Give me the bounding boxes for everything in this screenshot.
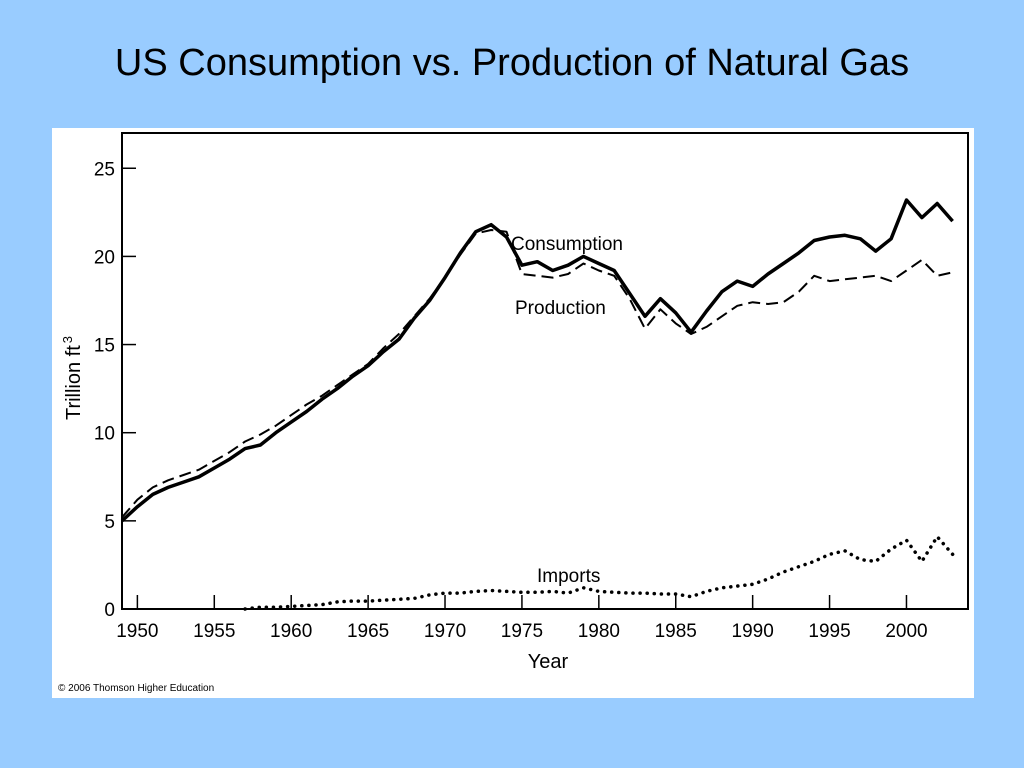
x-tick-label: 1985 bbox=[655, 621, 697, 642]
x-tick-label: 1960 bbox=[270, 621, 312, 642]
x-tick-label: 1965 bbox=[347, 621, 389, 642]
x-tick-label: 2000 bbox=[885, 621, 927, 642]
series-line-production bbox=[121, 229, 953, 518]
y-tick-label: 10 bbox=[94, 424, 115, 445]
consumption-label: Consumption bbox=[511, 234, 623, 255]
y-tick-label: 5 bbox=[104, 512, 115, 533]
x-tick-label: 1975 bbox=[501, 621, 543, 642]
production-label: Production bbox=[515, 298, 606, 319]
y-tick-label: 15 bbox=[94, 336, 115, 357]
y-axis-title-text: Trillion ft bbox=[63, 345, 85, 420]
x-tick-label: 1995 bbox=[808, 621, 850, 642]
y-tick-label: 20 bbox=[94, 247, 115, 268]
copyright-notice: © 2006 Thomson Higher Education bbox=[58, 683, 215, 694]
y-tick-label: 0 bbox=[104, 600, 115, 621]
imports-label: Imports bbox=[537, 566, 600, 587]
annotation-layer: Consumption Production Imports bbox=[511, 234, 623, 587]
y-axis-title: Trillion ft 3 bbox=[60, 336, 85, 420]
x-axis-title: Year bbox=[528, 651, 569, 673]
x-tick-label: 1990 bbox=[732, 621, 774, 642]
x-tick-label: 1980 bbox=[578, 621, 620, 642]
axes: 0 5 10 15 20 25 1950 1955 1960 1965 1970 1975 1980 19… bbox=[94, 132, 969, 642]
slide-title: US Consumption vs. Production of Natural… bbox=[114, 42, 910, 84]
x-tick-label: 1950 bbox=[116, 621, 158, 642]
x-tick-label: 1955 bbox=[193, 621, 235, 642]
series-line-consumption bbox=[120, 198, 954, 523]
y-axis-title-exponent: 3 bbox=[60, 336, 75, 343]
x-tick-label: 1970 bbox=[424, 621, 466, 642]
series-line-imports bbox=[243, 534, 955, 611]
series-layer bbox=[120, 198, 955, 611]
chart: 0 5 10 15 20 25 1950 1955 1960 1965 1970 1975 1980 19… bbox=[60, 132, 969, 673]
figure-panel: 0 5 10 15 20 25 1950 1955 1960 1965 1970 1975 1980 19… bbox=[52, 128, 974, 698]
plot-frame bbox=[121, 132, 969, 610]
y-tick-label: 25 bbox=[94, 159, 115, 180]
